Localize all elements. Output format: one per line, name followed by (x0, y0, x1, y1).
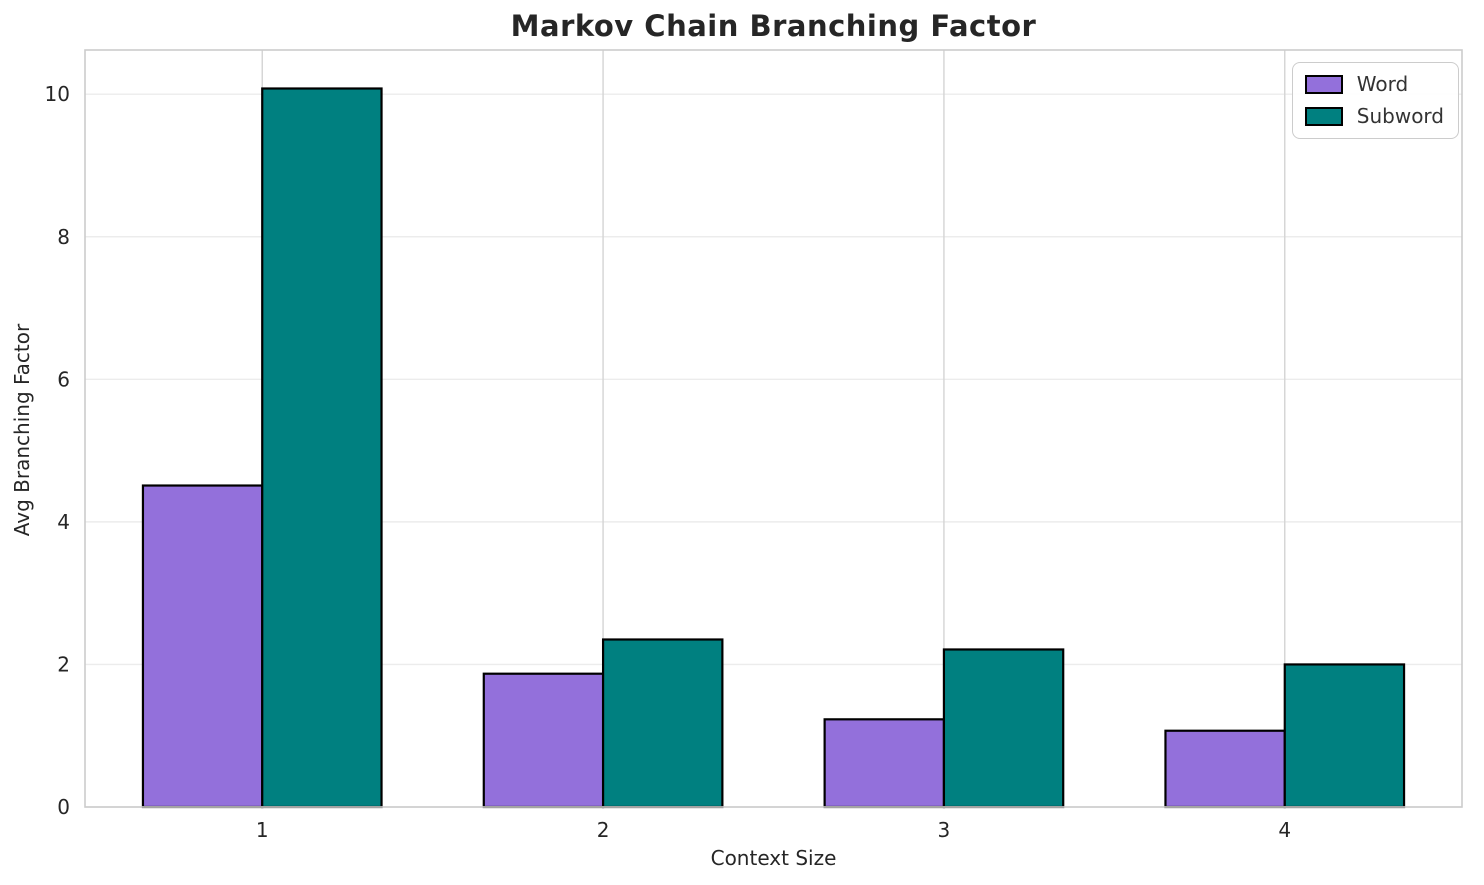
bar-word-1 (141, 484, 264, 809)
x-tick-label: 1 (256, 818, 269, 842)
legend-swatch-subword (1304, 107, 1343, 126)
bar-word-3 (823, 718, 946, 809)
bar-word-4 (1164, 729, 1286, 809)
y-tick-label: 8 (57, 225, 70, 249)
y-axis-label: Avg Branching Factor (10, 323, 34, 537)
y-tick-label: 10 (45, 82, 70, 106)
y-tick-label: 4 (57, 510, 70, 534)
legend: Word Subword (1291, 62, 1459, 139)
x-tick-label: 2 (597, 818, 610, 842)
bar-subword-2 (601, 638, 724, 809)
y-tick-label: 2 (57, 652, 70, 676)
legend-label-word: Word (1356, 72, 1409, 96)
x-axis-label: Context Size (710, 846, 837, 870)
bar-subword-3 (942, 648, 1065, 809)
x-tick-label: 3 (938, 818, 951, 842)
legend-item-word: Word (1304, 72, 1444, 96)
y-tick-label: 6 (57, 367, 70, 391)
plot-border (84, 49, 1463, 808)
legend-item-subword: Subword (1304, 104, 1444, 128)
y-tick-label: 0 (57, 795, 70, 819)
legend-swatch-word (1304, 75, 1343, 94)
bar-subword-4 (1283, 663, 1406, 809)
legend-label-subword: Subword (1356, 104, 1444, 128)
x-tick-label: 4 (1278, 818, 1291, 842)
chart-title: Markov Chain Branching Factor (510, 9, 1037, 43)
bar-word-2 (482, 672, 605, 809)
bar-subword-1 (261, 87, 383, 809)
